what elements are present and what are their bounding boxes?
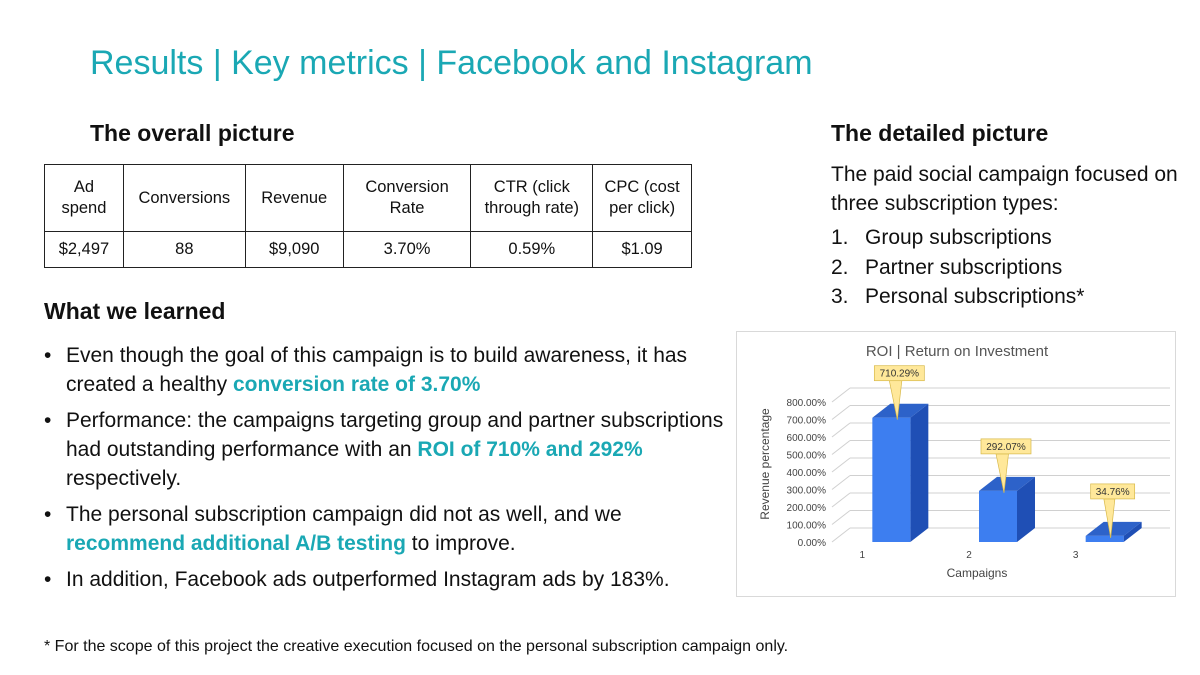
y-tick-label: 400.00% (787, 468, 827, 479)
bullet-text: Even though the goal of this campaign is… (66, 344, 688, 396)
header-ad-spend: Ad spend (44, 164, 124, 232)
bullet-text: to improve. (405, 532, 516, 555)
bullet-text: Performance: the campaigns targeting gro… (66, 409, 724, 461)
value-conversion-rate: 3.70% (342, 231, 472, 268)
list-item: 2. Partner subscriptions (831, 255, 1063, 279)
header-revenue: Revenue (244, 164, 344, 232)
value-ad-spend: $2,497 (44, 231, 124, 268)
y-tick-label: 100.00% (787, 521, 827, 532)
y-tick-label: 700.00% (787, 416, 827, 427)
bullet-text: respectively. (66, 467, 182, 490)
y-tick-label: 0.00% (798, 538, 826, 549)
x-tick-label: 1 (860, 550, 866, 561)
data-label-text: 710.29% (880, 369, 920, 380)
chart-title: ROI | Return on Investment (866, 343, 1049, 360)
detailed-picture-heading: The detailed picture (831, 120, 1049, 146)
slide-title: Results | Key metrics | Facebook and Ins… (90, 44, 813, 82)
overall-picture-heading: The overall picture (90, 120, 295, 146)
roi-chart: ROI | Return on Investment Revenue perce… (736, 331, 1176, 597)
footnote: * For the scope of this project the crea… (44, 638, 789, 655)
bullet-text: In addition, Facebook ads outperformed I… (66, 568, 670, 591)
learned-bullet: In addition, Facebook ads outperformed I… (44, 565, 734, 594)
key-metrics-table: Ad spend Conversions Revenue Conversion Ra… (44, 164, 692, 268)
y-tick-label: 500.00% (787, 451, 827, 462)
data-label: 292.07% (980, 438, 1032, 493)
bar (1085, 521, 1142, 542)
bar (872, 403, 929, 542)
data-label: 710.29% (873, 365, 925, 420)
header-cpc: CPC (cost per click) (592, 164, 692, 232)
bullet-text: The personal subscription campaign did n… (66, 503, 622, 526)
value-ctr: 0.59% (470, 231, 594, 268)
learned-bullet: Performance: the campaigns targeting gro… (44, 406, 734, 493)
bar (979, 476, 1035, 542)
header-conversions: Conversions (122, 164, 246, 232)
highlighted-text: recommend additional A/B testing (66, 532, 406, 555)
x-tick-label: 2 (966, 550, 972, 561)
data-label: 34.76% (1090, 483, 1136, 538)
x-tick-label: 3 (1073, 550, 1079, 561)
y-tick-label: 600.00% (787, 433, 827, 444)
y-tick-label: 800.00% (787, 398, 827, 409)
subscription-types-list: 1. Group subscriptions 2. Partner subscrip… (831, 223, 1084, 312)
learned-bullet-list: Even though the goal of this campaign is… (44, 341, 734, 601)
data-label-text: 34.76% (1096, 487, 1130, 498)
header-ctr: CTR (click through rate) (470, 164, 594, 232)
chart-y-axis-label: Revenue percentage (758, 408, 772, 520)
learned-bullet: Even though the goal of this campaign is… (44, 341, 734, 399)
highlighted-text: conversion rate of 3.70% (232, 373, 481, 396)
list-item: 1. Group subscriptions (831, 226, 1052, 249)
value-conversions: 88 (122, 231, 246, 268)
what-we-learned-heading: What we learned (44, 298, 226, 324)
learned-bullet: The personal subscription campaign did n… (44, 500, 734, 558)
data-label-text: 292.07% (986, 442, 1026, 453)
y-tick-label: 200.00% (787, 503, 827, 514)
table-header-row: Ad spend Conversions Revenue Conversion Ra… (44, 164, 692, 232)
roi-chart-svg: ROI | Return on Investment Revenue perce… (758, 343, 1170, 580)
highlighted-text: ROI of 710% and 292% (417, 438, 643, 461)
list-item: 3. Personal subscriptions* (831, 285, 1085, 308)
table-row: $2,497 88 $9,090 3.70% 0.59% $1.09 (44, 231, 692, 268)
y-tick-label: 300.00% (787, 486, 827, 497)
value-cpc: $1.09 (592, 231, 692, 268)
detailed-intro-text: The paid social campaign focused on thre… (831, 163, 1178, 215)
chart-x-axis-label: Campaigns (947, 566, 1008, 580)
header-conversion-rate: Conversion Rate (342, 164, 472, 232)
value-revenue: $9,090 (244, 231, 344, 268)
